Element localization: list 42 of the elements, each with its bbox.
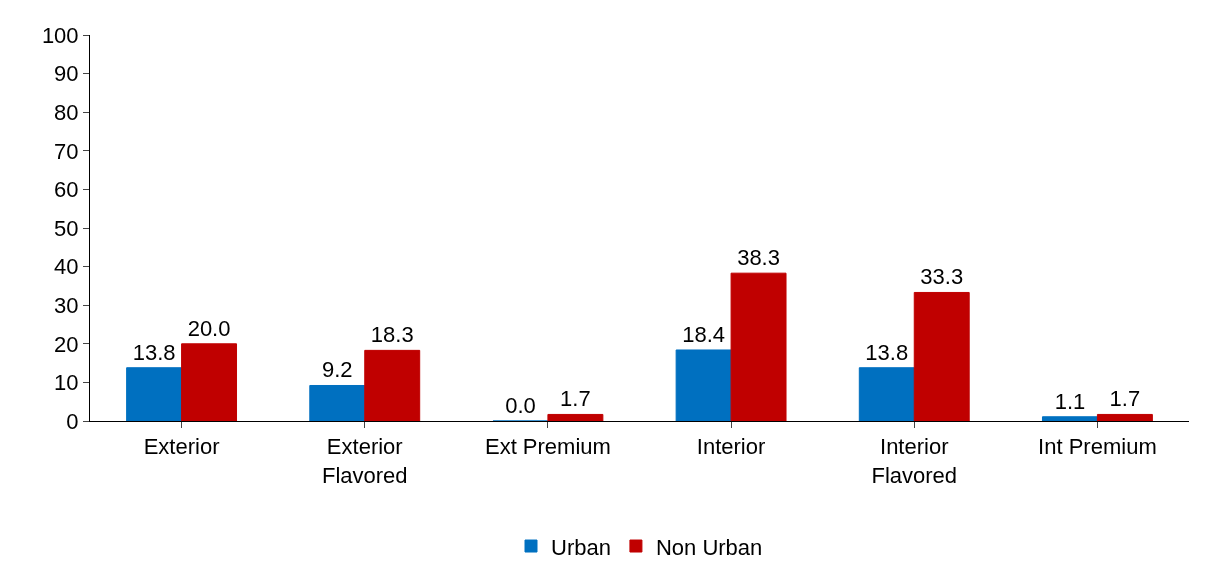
x-tick-label: Exterior [143,434,220,460]
y-tick-label: 30 [54,292,79,318]
data-label: 9.2 [321,357,353,383]
data-label: 18.3 [370,322,414,348]
bar [1041,416,1098,421]
data-label: 18.4 [682,321,726,347]
bar [309,384,366,421]
legend-label: Non Urban [655,534,763,560]
y-tick-label: 50 [54,215,79,241]
data-label: 38.3 [737,245,780,271]
y-tick-label: 40 [54,254,79,280]
x-tick-label: Ext Premium [484,434,611,460]
bar [181,343,238,421]
data-label: 1.7 [1109,386,1141,412]
y-tick-label: 60 [54,177,79,203]
bar [913,291,970,421]
bar [364,349,421,421]
data-label: 13.8 [132,339,176,365]
y-tick-label: 90 [54,61,79,87]
y-tick-label: 70 [54,138,79,164]
data-label: 0.0 [505,393,536,418]
data-label: 33.3 [920,264,964,290]
data-label: 20.0 [187,315,231,341]
bar [730,272,787,421]
bar [547,413,604,421]
data-label: 1.1 [1054,388,1086,414]
data-label: 1.7 [560,386,591,412]
y-tick-label: 80 [54,99,79,125]
y-tick-label: 10 [54,370,79,396]
y-tick-label: 100 [41,22,79,48]
bar [126,367,183,421]
y-tick-label: 0 [66,408,79,434]
x-tick-label: Interior [696,434,766,460]
legend-label: Urban [551,534,611,560]
bar [1096,413,1153,421]
bar [675,349,732,421]
y-tick-label: 20 [54,331,79,357]
x-tick-label: Interior Flavored [871,434,958,488]
bar [858,367,915,421]
x-tick-label: Exterior Flavored [321,434,408,488]
x-tick-label: Int Premium [1038,434,1157,460]
data-label: 13.8 [865,339,909,365]
